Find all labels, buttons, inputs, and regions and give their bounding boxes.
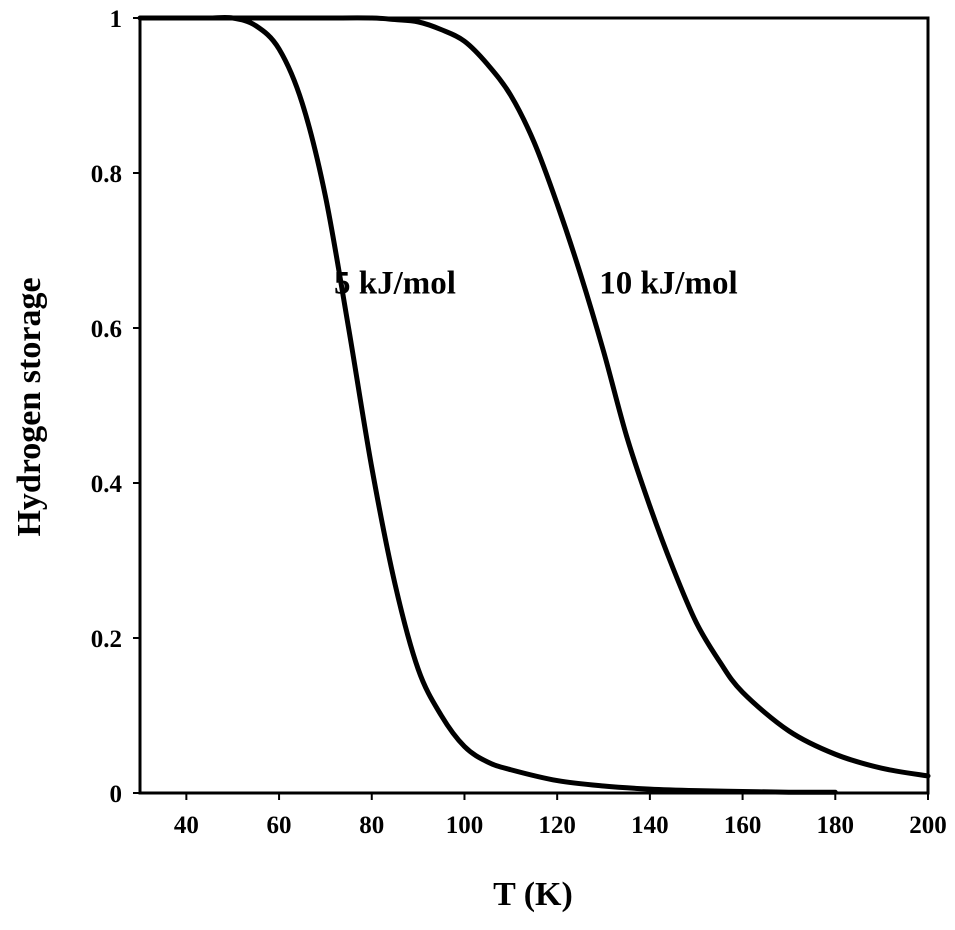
x-tick-label: 160 <box>724 812 762 839</box>
x-tick-label: 140 <box>631 812 669 839</box>
plot-frame <box>138 16 930 795</box>
x-axis-ticks: 40 60 80 100 120 140 160 180 200 <box>174 793 947 839</box>
x-tick-label: 40 <box>174 812 199 839</box>
series-line-5kj <box>183 14 838 795</box>
y-tick-label: 0.8 <box>91 161 122 188</box>
y-axis-label: Hydrogen storage <box>11 277 48 536</box>
x-tick-label: 120 <box>538 812 576 839</box>
y-axis-ticks: 0 0.2 0.4 0.6 0.8 1 <box>91 6 140 808</box>
y-tick-label: 0.2 <box>91 626 122 653</box>
x-tick-label: 200 <box>909 812 947 839</box>
x-tick-label: 80 <box>359 812 384 839</box>
curve-annotation-label: 5 kJ/mol <box>334 266 456 302</box>
y-tick-label: 0 <box>110 781 123 808</box>
curves-layer <box>137 14 931 795</box>
x-tick-label: 180 <box>817 812 855 839</box>
y-tick-label: 0.4 <box>91 471 123 498</box>
curve-annotations: 5 kJ/mol 10 kJ/mol <box>334 266 738 302</box>
y-tick-label: 1 <box>110 6 123 33</box>
series-line-10kj <box>137 15 931 779</box>
y-tick-label: 0.6 <box>91 316 122 343</box>
x-tick-label: 60 <box>267 812 292 839</box>
x-tick-label: 100 <box>446 812 484 839</box>
curve-annotation-label: 10 kJ/mol <box>599 266 737 302</box>
x-axis-label: T (K) <box>493 876 573 913</box>
